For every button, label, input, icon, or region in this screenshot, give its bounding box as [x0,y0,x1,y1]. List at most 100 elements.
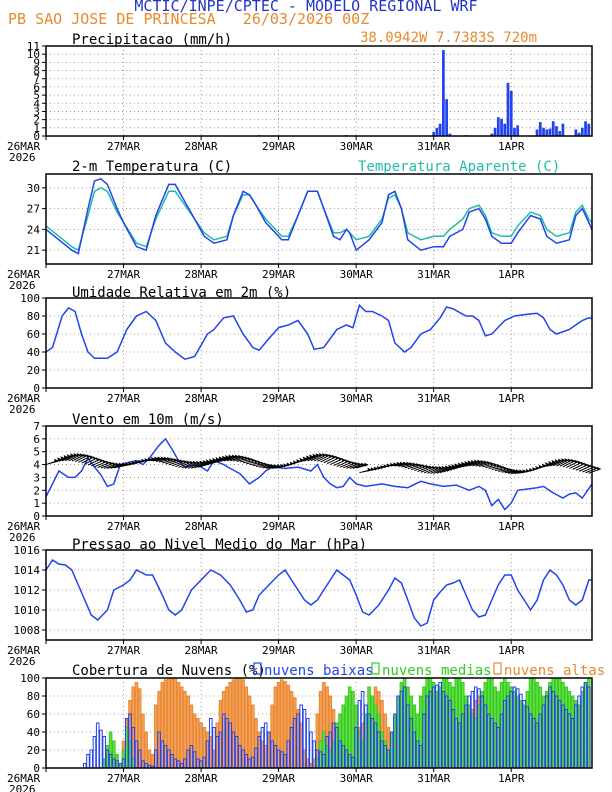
precip-bar [490,133,494,136]
y-tick-label: 2 [33,484,40,497]
wind-arrowhead [83,453,88,458]
wind-arrowhead [360,462,365,467]
legend-label: nuvens altas [504,663,605,679]
wind-arrowhead [228,454,233,459]
wind-arrowhead [115,462,120,467]
wind-arrowhead [454,463,459,468]
wind-arrowhead [593,465,598,470]
precip-bar [503,123,507,136]
x-tick-label: 28MAR [185,140,218,153]
y-tick-label: 100 [20,672,40,685]
wind-arrowhead [102,459,107,464]
wind-arrowhead [267,463,272,468]
wind-arrowhead [354,461,359,466]
panel-title-pressure: Pressao ao Nivel Medio do Mar (hPa) [72,537,367,553]
wind-arrowhead [467,460,472,465]
y-tick-label: 24 [27,223,41,236]
x-tick-label: 29MAR [262,520,295,533]
x-tick-label: 26MAR [7,520,40,533]
legend-swatch [253,662,262,675]
precip-bar [574,129,578,136]
wind-arrowhead [335,455,340,460]
x-tick-label: 26MAR [7,644,40,657]
cloud-bar-green [351,691,355,769]
y-tick-label: 40 [27,726,40,739]
y-tick-label: 40 [27,346,40,359]
y-tick-label: 60 [27,328,40,341]
wind-arrowhead [486,461,491,466]
wind-arrowhead [409,462,414,467]
wind-arrowhead [189,460,194,465]
y-tick-label: 20 [27,364,40,377]
y-tick-label: 2 [33,114,40,127]
wind-arrowhead [441,465,446,470]
x-tick-label: 28MAR [185,520,218,533]
wind-arrowhead [364,462,369,467]
wind-arrowhead [570,458,575,463]
y-tick-label: 1008 [14,624,41,637]
precip-bar [561,123,565,136]
cloud-bar-orange [173,677,178,769]
y-tick-label: 0 [33,762,40,775]
plot-frame [45,677,593,769]
precip-bar [435,127,439,136]
wind-arrowhead [402,461,407,466]
y-tick-label: 21 [27,244,40,257]
wind-arrowhead [99,458,104,463]
x-tick-label: 1APR [498,772,525,785]
x-tick-label: 30MAR [340,392,373,405]
y-tick-label: 0 [33,382,40,395]
precip-bar [448,133,452,136]
x-tick-label: 29MAR [262,392,295,405]
wind-arrowhead [76,452,81,457]
plot-frame [45,425,593,517]
precip-bar [551,121,555,136]
x-tick-label: 27MAR [107,140,140,153]
wind-arrowhead [490,461,495,466]
plot-frame [45,173,593,265]
cloud-bar-orange [141,713,145,769]
wind-arrowhead [306,455,310,460]
precip-bar [438,123,442,136]
legend-swatch [371,662,380,675]
x-tick-label: 27MAR [107,772,140,785]
wind-arrowhead [238,454,243,459]
y-tick-label: 9 [33,56,40,69]
wind-arrowhead [89,455,94,460]
y-tick-label: 7 [33,73,40,86]
wind-arrowhead [428,465,433,470]
x-tick-label: 27MAR [107,268,140,281]
wind-arrowhead [205,459,210,464]
wind-arrowhead [73,453,78,458]
wind-arrowhead [496,464,501,469]
y-tick-label: 80 [27,690,40,703]
wind-arrowhead [231,454,236,459]
wind-arrowhead [406,461,411,466]
x-tick-label: 31MAR [417,140,450,153]
wind-arrowhead [199,460,204,465]
x-tick-label: 1APR [498,520,525,533]
precip-bar [442,50,445,136]
wind-arrowhead [170,457,175,462]
x-tick-label: 27MAR [107,520,140,533]
y-tick-label: 20 [27,744,40,757]
legend-swatch [493,662,502,675]
x-tick-label: 26MAR [7,392,40,405]
wind-arrowhead [548,460,553,465]
wind-arrowhead [112,462,117,467]
y-tick-label: 1012 [14,584,41,597]
wind-arrowhead [412,462,417,467]
precip-bar [493,127,497,136]
station-run-label: PB SAO JOSE DE PRINCESA 26/03/2026 00Z [8,10,370,28]
wind-arrowhead [257,460,262,465]
pressure-line [45,558,592,627]
precip-bar [577,132,581,136]
wind-speed-line [45,437,593,511]
wind-arrowhead [79,453,84,458]
wind-arrowhead [218,456,223,461]
y-tick-label: 30 [27,182,40,195]
wind-arrowhead [580,461,585,466]
wind-arrowhead [325,453,330,458]
x-tick-label: 30MAR [340,772,373,785]
y-tick-label: 80 [27,310,40,323]
